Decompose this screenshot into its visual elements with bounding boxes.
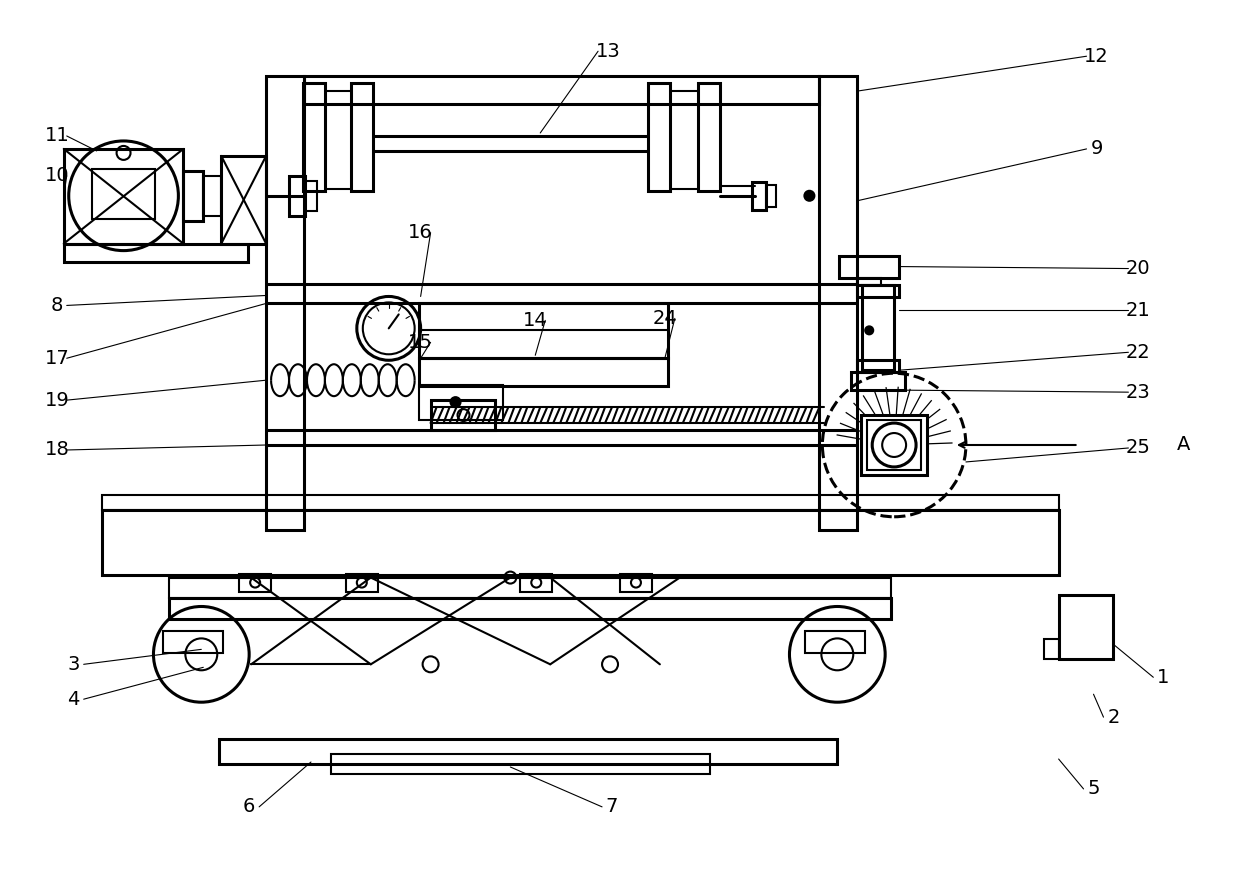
- Circle shape: [872, 423, 916, 467]
- Text: 6: 6: [243, 797, 255, 816]
- Bar: [862, 415, 928, 475]
- Text: 25: 25: [1126, 438, 1151, 458]
- Bar: [419, 303, 668, 358]
- Bar: [303, 84, 325, 191]
- Bar: [63, 244, 248, 261]
- Bar: [289, 176, 305, 216]
- Bar: [806, 631, 866, 653]
- Text: 9: 9: [1090, 140, 1102, 158]
- Text: 7: 7: [606, 797, 619, 816]
- Text: 3: 3: [67, 655, 79, 674]
- Circle shape: [450, 397, 460, 407]
- Bar: [852, 372, 905, 390]
- Bar: [351, 84, 373, 191]
- Text: 15: 15: [408, 332, 433, 352]
- Text: 10: 10: [45, 166, 69, 185]
- Circle shape: [805, 191, 815, 201]
- Bar: [346, 573, 378, 591]
- Bar: [1059, 595, 1114, 660]
- Circle shape: [866, 326, 873, 334]
- Text: 1: 1: [1157, 668, 1169, 687]
- Bar: [170, 578, 892, 597]
- Bar: [1044, 639, 1059, 660]
- Bar: [862, 285, 894, 370]
- Bar: [219, 739, 837, 764]
- Bar: [102, 509, 1059, 574]
- Text: 21: 21: [1126, 300, 1151, 320]
- Bar: [839, 256, 899, 277]
- Bar: [698, 84, 719, 191]
- Bar: [239, 573, 272, 591]
- Bar: [867, 420, 921, 470]
- Bar: [820, 76, 857, 530]
- Bar: [63, 149, 184, 244]
- Bar: [92, 169, 155, 219]
- Bar: [751, 182, 765, 210]
- Text: 2: 2: [1107, 708, 1120, 726]
- Text: 18: 18: [45, 440, 69, 460]
- Bar: [267, 76, 304, 530]
- Bar: [857, 285, 899, 298]
- Text: 14: 14: [523, 311, 548, 330]
- Bar: [203, 176, 221, 216]
- Bar: [304, 76, 820, 104]
- Bar: [857, 360, 899, 372]
- Text: 17: 17: [45, 348, 69, 368]
- Bar: [419, 385, 503, 420]
- Bar: [765, 185, 775, 207]
- Bar: [419, 358, 668, 386]
- Text: A: A: [1177, 436, 1190, 454]
- Bar: [164, 631, 223, 653]
- Bar: [221, 156, 267, 244]
- Text: 16: 16: [408, 223, 433, 242]
- Bar: [620, 573, 652, 591]
- Text: 19: 19: [45, 390, 69, 410]
- Text: 11: 11: [45, 126, 69, 146]
- Text: 5: 5: [1087, 780, 1100, 798]
- Text: 4: 4: [67, 690, 79, 709]
- Bar: [305, 180, 317, 211]
- Text: 24: 24: [652, 308, 677, 328]
- Text: 20: 20: [1126, 259, 1151, 278]
- Bar: [521, 573, 552, 591]
- Bar: [857, 277, 882, 285]
- Text: 8: 8: [51, 296, 63, 315]
- Bar: [102, 495, 1059, 509]
- Bar: [184, 171, 203, 220]
- Text: 12: 12: [1084, 47, 1109, 66]
- Text: 22: 22: [1126, 343, 1151, 362]
- Bar: [170, 597, 892, 620]
- Text: 23: 23: [1126, 382, 1151, 402]
- Bar: [430, 400, 496, 430]
- Bar: [649, 84, 670, 191]
- Bar: [331, 754, 709, 774]
- Text: 13: 13: [595, 42, 620, 60]
